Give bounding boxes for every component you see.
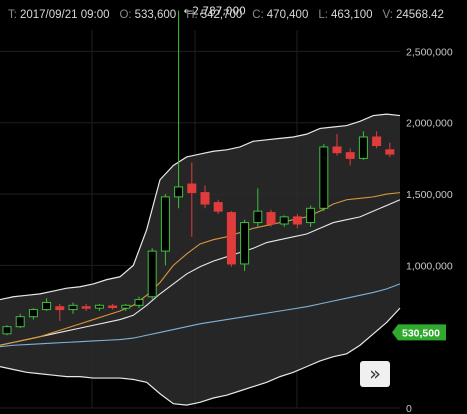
- candle: [292, 214, 302, 229]
- candle: [55, 303, 65, 321]
- y-tick-label: 2,000,000: [406, 118, 453, 130]
- candle-body: [332, 146, 342, 154]
- candle: [160, 194, 170, 266]
- candle-body: [279, 216, 289, 225]
- upper-band-line: [0, 113, 401, 301]
- close-label: C:: [252, 9, 264, 21]
- candle: [372, 131, 382, 149]
- price-tag-label: 530,500: [402, 327, 440, 339]
- candle: [174, 10, 184, 209]
- open-value: 533,600: [134, 9, 177, 21]
- volume-label: V:: [382, 9, 393, 21]
- middle-band-line: [0, 199, 401, 346]
- candle: [28, 308, 38, 320]
- candle-body: [15, 316, 25, 328]
- double-chevron-right-icon: »: [369, 362, 381, 385]
- candle: [134, 296, 144, 309]
- candle-body: [319, 146, 329, 209]
- moving-average-long-line: [0, 283, 401, 348]
- high-label: H:: [186, 9, 198, 21]
- candle: [319, 144, 329, 212]
- candle-body: [187, 183, 197, 194]
- peak-annotation: ←2,787,000: [184, 5, 246, 17]
- candle: [306, 205, 316, 227]
- candle-body: [292, 216, 302, 225]
- candle: [253, 188, 263, 227]
- candle: [42, 298, 52, 312]
- candle-body: [42, 301, 52, 311]
- candle: [121, 303, 131, 312]
- candle: [226, 211, 236, 267]
- candle: [279, 215, 289, 227]
- close-value: 470,400: [266, 9, 309, 21]
- candle-body: [385, 149, 395, 155]
- candle-body: [121, 304, 131, 309]
- candle: [200, 185, 210, 209]
- candle-body: [81, 306, 91, 309]
- candles: [2, 10, 395, 336]
- high-value: 542,700: [200, 9, 243, 21]
- candle: [213, 199, 223, 215]
- candle-body: [213, 202, 223, 212]
- candle-body: [68, 304, 78, 311]
- candle-body: [28, 309, 38, 318]
- volume-value: 24568.42: [395, 9, 444, 21]
- low-value: 463,100: [330, 9, 373, 21]
- ohlc-header: T: 2017/09/21 09:00 O: 533,600 H: 542,70…: [0, 0, 467, 30]
- y-tick-label: 1,500,000: [406, 189, 453, 201]
- candle-body: [226, 212, 236, 265]
- y-tick-label: 2,500,000: [406, 46, 453, 58]
- candle-body: [240, 222, 250, 265]
- bollinger-bands: [0, 113, 401, 406]
- candle-body: [2, 326, 12, 335]
- scroll-to-latest-button[interactable]: »: [360, 361, 390, 387]
- candle: [385, 142, 395, 157]
- time-label: T:: [8, 9, 17, 21]
- candle-body: [147, 250, 157, 298]
- candle-body: [108, 305, 118, 309]
- candle-body: [253, 210, 263, 224]
- price-axis: 0 1,000,000 1,500,000 2,000,000 2,500,000: [406, 46, 453, 414]
- time-value: 2017/09/21 09:00: [19, 9, 110, 21]
- annotations: ←2,787,000 530,500: [184, 5, 446, 341]
- candle-body: [174, 186, 184, 198]
- candle-body: [94, 304, 104, 309]
- candle: [68, 302, 78, 314]
- candle: [147, 248, 157, 300]
- candle-body: [358, 136, 368, 159]
- candle-body: [200, 192, 210, 205]
- candle: [2, 325, 12, 336]
- y-tick-label: 0: [406, 403, 412, 414]
- lower-band-line: [0, 307, 401, 406]
- current-price-tag: 530,500: [392, 324, 446, 341]
- candle: [266, 209, 276, 227]
- candle-body: [372, 136, 382, 147]
- candle: [358, 131, 368, 160]
- candle-body: [55, 306, 65, 311]
- candle: [187, 162, 197, 237]
- candle: [240, 219, 250, 272]
- band-fill: [0, 114, 400, 406]
- candle: [15, 313, 25, 329]
- candle: [94, 303, 104, 312]
- low-label: L:: [318, 9, 328, 21]
- candle: [345, 148, 355, 166]
- open-label: O:: [119, 9, 132, 21]
- candle-body: [134, 299, 144, 306]
- moving-averages: [0, 192, 401, 348]
- candle-body: [160, 196, 170, 252]
- candle-body: [306, 207, 316, 224]
- y-tick-label: 1,000,000: [406, 260, 453, 272]
- moving-average-short-line: [0, 192, 401, 346]
- price-tag-shape: [392, 324, 446, 341]
- candle-body: [266, 212, 276, 225]
- candle: [108, 303, 118, 310]
- candle-body: [345, 152, 355, 159]
- candle: [81, 303, 91, 312]
- candle: [332, 134, 342, 156]
